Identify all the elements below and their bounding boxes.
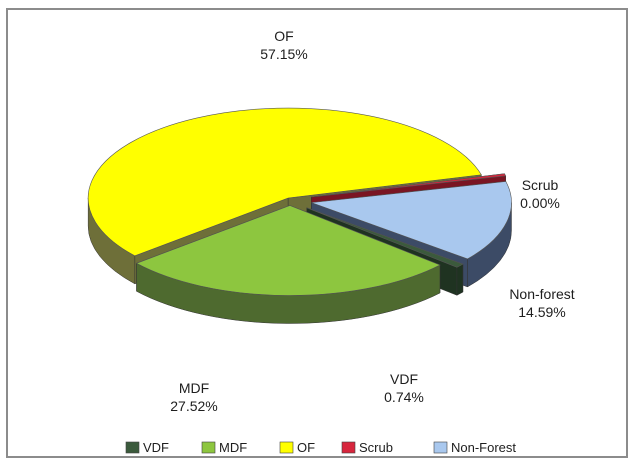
legend-swatch-mdf — [201, 441, 216, 454]
label-scrub-name: Scrub — [522, 177, 559, 193]
label-mdf-name: MDF — [179, 380, 209, 396]
label-scrub-value: 0.00% — [520, 195, 560, 211]
legend-swatch-nonforest — [433, 441, 448, 454]
chart-frame: OF 57.15% Scrub 0.00% Non-forest 14.59% … — [6, 8, 628, 458]
legend-swatch-scrub — [341, 441, 356, 454]
slice-mdf-top — [135, 205, 441, 296]
slice-vdf-top — [306, 207, 464, 268]
label-nonforest-value: 14.59% — [518, 304, 565, 320]
legend-swatch-of — [279, 441, 294, 454]
label-mdf-value: 27.52% — [170, 398, 217, 414]
legend-label-nonforest: Non-Forest — [451, 440, 516, 455]
legend: VDF MDF OF Scrub Non-Forest — [125, 440, 516, 455]
label-nonforest-name: Non-forest — [509, 286, 574, 302]
label-vdf-name: VDF — [390, 371, 418, 387]
legend-label-scrub: Scrub — [359, 440, 393, 455]
legend-label-vdf: VDF — [143, 440, 169, 455]
pie-slices-3d — [87, 107, 512, 324]
pie-chart: OF 57.15% Scrub 0.00% Non-forest 14.59% … — [87, 28, 575, 455]
legend-swatch-vdf — [125, 441, 140, 454]
legend-label-of: OF — [297, 440, 315, 455]
legend-label-mdf: MDF — [219, 440, 247, 455]
label-of-name: OF — [274, 28, 293, 44]
slice-vdf-side — [456, 263, 464, 296]
label-of-value: 57.15% — [260, 46, 307, 62]
slice-scrub-top — [311, 173, 507, 198]
label-vdf-value: 0.74% — [384, 389, 424, 405]
slice-of-top — [87, 107, 482, 257]
slice-nonforest-top — [311, 181, 512, 260]
